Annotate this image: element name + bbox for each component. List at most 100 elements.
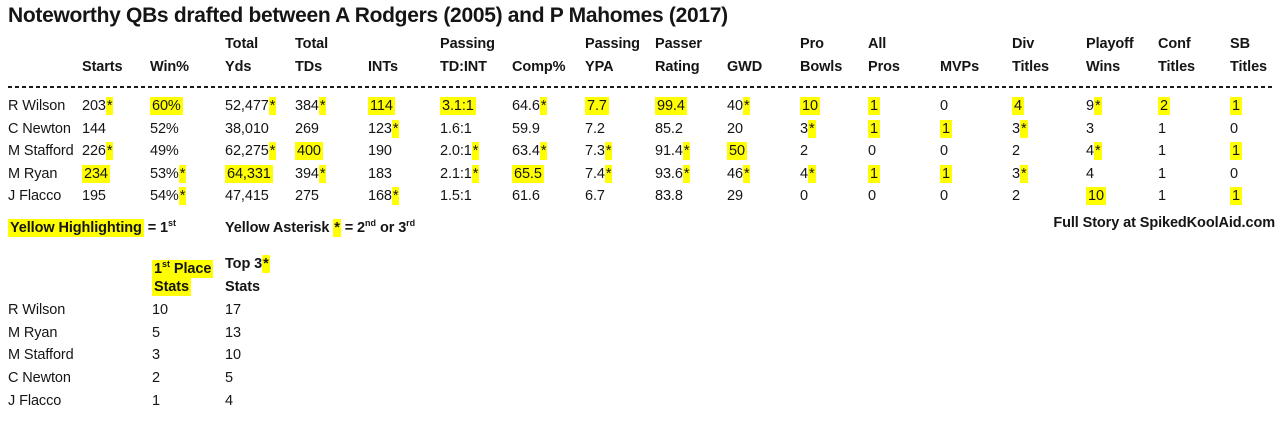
column-header-line1: SB [1230,36,1250,52]
highlighted-asterisk: * [178,164,187,183]
stat-cell: 0 [868,143,876,160]
column-header: SB Titles [1230,33,1283,79]
stat-cell: 114 [368,95,440,118]
stat-cell: 9* [1086,97,1102,115]
highlighted-value: 65.5 [512,164,544,183]
column-header-line1 [727,33,800,56]
stat-cell: 0 [1230,165,1238,182]
stat-cell: 2 [1012,188,1020,205]
highlighted-value: 60% [150,97,183,115]
column-header-line2: Bowls [800,59,843,75]
summary-player-name: J Flacco [8,392,62,409]
player-name: M Ryan [8,165,58,182]
column-header-line2: Pros [868,59,900,75]
stat-cell: 54%* [150,187,187,206]
stat-cell: 40* [727,97,751,115]
stat-cell: 83.8 [655,188,683,205]
stat-cell: 123* [368,119,400,138]
column-header-line2: INTs [368,59,398,75]
highlighted-value: 1 [868,164,880,183]
summary-top3-count: 17 [225,302,241,318]
highlighted-asterisk: * [178,187,187,206]
summary-table: 1st Place Stats Top 3* Stats R Wilson 10 1… [8,253,311,412]
legend-highlight-sup: st [168,218,177,228]
stat-cell: 0 [800,188,808,205]
stat-cell: 3* [800,119,816,138]
column-header: Total TDs [295,33,368,79]
legend-asterisk-key: Yellow Asterisk * = 2nd or 3rd [225,212,415,240]
column-header-line1 [82,33,150,56]
stat-cell: 0 [940,143,948,160]
stat-cell: 3* [1012,164,1028,183]
stat-cell: 53%* [150,164,187,183]
legend-row: Yellow Highlighting = 1st Yellow Asteris… [8,212,1275,237]
summary-h1-stats: Stats [152,278,191,296]
highlighted-value: 1 [940,119,952,138]
summary-player-name: M Stafford [8,347,74,364]
highlighted-value: 10 [800,97,820,115]
stat-cell: 3.1:1 [440,95,512,118]
highlighted-value: 1 [868,97,880,115]
stat-cell: 7.2 [585,120,605,137]
stat-cell: 226* [82,142,114,161]
highlighted-value: 10 [1086,187,1106,206]
highlighted-asterisk: * [807,119,816,138]
stat-cell: 2 [1012,143,1020,160]
stat-cell: 7.3* [585,142,613,161]
summary-h1-place: Place [169,260,212,277]
summary-h1-sup: st [161,259,170,269]
player-name: J Flacco [8,188,62,205]
summary-top3-count: 4 [225,392,233,409]
stat-cell: 1 [1230,140,1283,163]
stat-cell: 275 [295,188,319,205]
stat-cell: 190 [368,143,392,160]
stat-cell: 1 [868,95,940,118]
stat-cell: 3 [1086,120,1094,137]
column-header-line1: Pro [800,36,824,52]
column-header-line2: Comp% [512,59,566,75]
column-header: Pro Bowls [800,33,868,79]
highlighted-asterisk: * [318,164,327,183]
legend-asterisk-eq: = 2 [340,219,366,236]
stat-cell: 400 [295,140,368,163]
highlighted-value: 7.7 [585,97,609,115]
highlighted-asterisk: * [105,97,114,115]
highlighted-asterisk: * [682,142,691,161]
stat-cell: 2.1:1* [440,164,480,183]
stat-cell: 203* [82,97,114,115]
legend-asterisk-sup1: nd [365,218,377,228]
summary-top3-count: 10 [225,347,241,364]
stat-cell: 50 [727,140,800,163]
stat-cell: 1 [1158,120,1166,137]
stat-cell: 91.4* [655,142,691,161]
stat-cell: 1 [868,163,940,186]
summary-h1-num: 1 [154,260,162,277]
highlighted-asterisk: * [742,164,751,183]
summary-header-top3: Top 3* Stats [225,253,311,299]
summary-player-name: C Newton [8,370,71,387]
column-header: Passing YPA [585,33,655,79]
highlighted-asterisk: * [105,142,114,161]
highlighted-asterisk: * [807,164,816,183]
stat-cell: 1 [1230,185,1283,208]
stat-cell: 3* [1012,119,1028,138]
highlighted-asterisk: * [1093,142,1102,161]
stat-cell: 85.2 [655,120,683,137]
stat-cell: 52% [150,120,179,137]
legend-highlight-key: Yellow Highlighting = 1st [8,212,176,240]
highlighted-asterisk: * [539,142,548,161]
highlighted-asterisk: * [391,187,400,206]
stat-cell: 60% [150,95,225,118]
column-header-line2 [8,56,82,79]
highlighted-value: 1 [1230,187,1242,206]
stat-cell: 59.9 [512,120,540,137]
summary-top3-count: 5 [225,370,233,387]
column-header-line1 [150,33,225,56]
stat-cell: 61.6 [512,188,540,205]
summary-h2-stats: Stats [225,279,260,295]
stat-cell: 93.6* [655,164,691,183]
highlighted-value: 1 [1230,97,1242,115]
summary-player-name: M Ryan [8,324,58,341]
column-header-line1: Conf [1158,36,1191,52]
